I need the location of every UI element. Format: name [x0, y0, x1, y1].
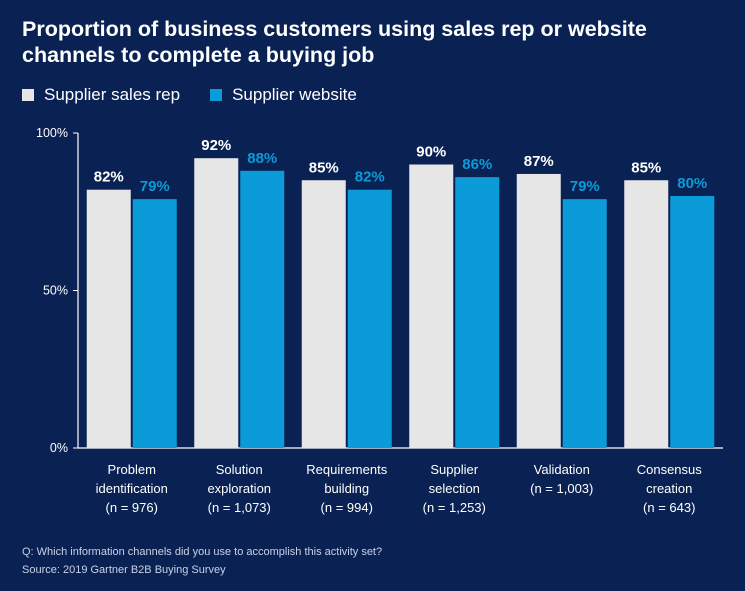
bar [516, 173, 561, 448]
bar [301, 180, 346, 448]
y-tick-label: 0% [50, 441, 68, 455]
y-tick-label: 100% [36, 126, 68, 140]
category-label: (n = 976) [106, 500, 158, 515]
bar [670, 196, 715, 448]
bar [347, 189, 392, 448]
data-label: 79% [570, 178, 600, 195]
data-label: 79% [140, 178, 170, 195]
legend-swatch-sales-rep [22, 89, 34, 101]
data-label: 92% [201, 137, 231, 154]
category-label: Validation [534, 462, 590, 477]
category-label: Requirements [306, 462, 387, 477]
bar [455, 177, 500, 448]
legend-swatch-website [210, 89, 223, 101]
source-note: Source: 2019 Gartner B2B Buying Survey [22, 564, 226, 576]
category-label: (n = 1,253) [423, 500, 486, 515]
data-label: 80% [677, 175, 707, 192]
category-label: exploration [207, 481, 271, 496]
data-label: 85% [631, 159, 661, 176]
bar [240, 170, 285, 449]
chart-title: Proportion of business customers using s… [22, 17, 647, 67]
category-label: (n = 1,003) [530, 481, 593, 496]
legend-label-sales-rep: Supplier sales rep [44, 85, 181, 104]
bar [86, 189, 131, 448]
data-label: 82% [94, 169, 124, 186]
bar [409, 164, 454, 448]
survey-question-note: Q: Which information channels did you us… [22, 546, 383, 558]
legend-item-sales-rep: Supplier sales rep [22, 85, 180, 105]
category-label: building [324, 481, 369, 496]
bar [132, 199, 177, 448]
category-label: Solution [216, 462, 263, 477]
category-label: Problem [108, 462, 156, 477]
category-label: identification [96, 481, 168, 496]
chart-legend: Supplier sales rep Supplier website [22, 84, 387, 106]
data-label: 87% [524, 153, 554, 170]
bar [194, 158, 239, 448]
category-label: Supplier [430, 462, 478, 477]
category-label: Consensus [637, 462, 703, 477]
legend-item-website: Supplier website [210, 85, 357, 105]
y-tick-label: 50% [43, 284, 68, 298]
data-label: 82% [355, 169, 385, 186]
data-label: 85% [309, 159, 339, 176]
data-label: 90% [416, 144, 446, 161]
category-label: selection [429, 481, 480, 496]
bar [562, 199, 607, 448]
bar [624, 180, 669, 448]
category-label: creation [646, 481, 692, 496]
category-label: (n = 643) [643, 500, 695, 515]
category-label: (n = 1,073) [208, 500, 271, 515]
data-label: 88% [247, 150, 277, 167]
legend-label-website: Supplier website [232, 85, 357, 104]
category-label: (n = 994) [321, 500, 373, 515]
data-label: 86% [462, 156, 492, 173]
